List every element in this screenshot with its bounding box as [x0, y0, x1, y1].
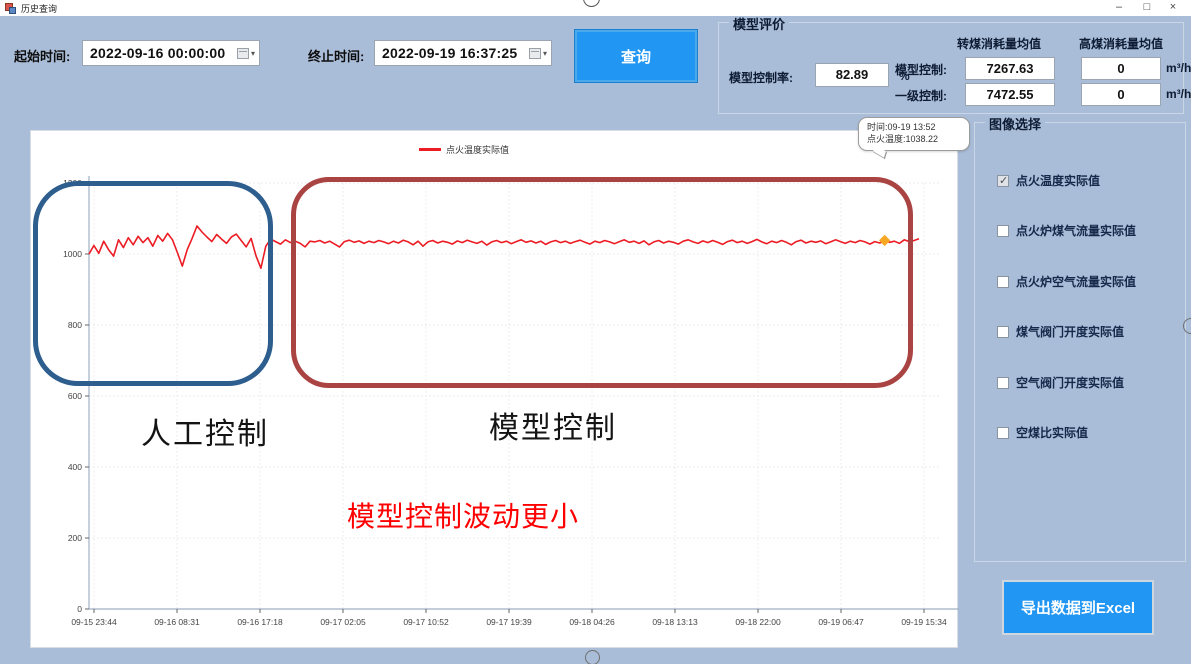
svg-text:200: 200 [68, 533, 82, 543]
model-control-annotation-label: 模型控制 [489, 412, 617, 445]
svg-text:600: 600 [68, 391, 82, 401]
image-select-title: 图像选择 [985, 114, 1046, 133]
temperature-chart-panel: 0 200 400 600 800 1000 1200 09-15 23:44 09-16 08… [30, 130, 966, 648]
datapoint-tooltip: 时间:09-19 13:52 点火温度:1038.22 [858, 117, 970, 151]
calendar-icon [236, 47, 249, 59]
chart-legend: 点火温度实际值 [419, 143, 509, 156]
model-control-highcoal-field[interactable]: 0 [1081, 57, 1161, 80]
start-time-input[interactable]: 2022-09-16 00:00:00 ▾ [82, 40, 260, 66]
window-title: 历史查询 [21, 4, 58, 14]
option-gas-valve[interactable]: 煤气阀门开度实际值 [997, 323, 1124, 340]
export-excel-button[interactable]: 导出数据到Excel [1002, 580, 1154, 635]
option-gas-flow[interactable]: 点火炉煤气流量实际值 [997, 222, 1136, 239]
overlay-circle-artifact [585, 650, 600, 664]
svg-text:09-16 08:31: 09-16 08:31 [154, 617, 200, 627]
tooltip-value: 点火温度:1038.22 [867, 134, 939, 144]
col-header-highcoal: 高煤消耗量均值 [1079, 37, 1164, 51]
row1-unit: m³/h [1166, 61, 1191, 75]
main-surface: 起始时间: 2022-09-16 00:00:00 ▾ 终止时间: 2022-0… [0, 14, 1191, 664]
svg-text:09-17 02:05: 09-17 02:05 [320, 617, 366, 627]
end-time-value: 2022-09-19 16:37:25 [382, 45, 518, 61]
svg-text:09-18 04:26: 09-18 04:26 [569, 617, 615, 627]
app-icon [5, 3, 16, 14]
svg-text:09-17 19:39: 09-17 19:39 [486, 617, 532, 627]
svg-text:09-18 13:13: 09-18 13:13 [652, 617, 698, 627]
legend-line-swatch [419, 148, 441, 151]
checkbox-icon[interactable] [997, 224, 1009, 237]
control-rate-unit: % [899, 69, 910, 83]
manual-control-annotation-label: 人工控制 [141, 418, 269, 451]
model-control-label: 模型控制: [895, 63, 947, 77]
control-rate-field[interactable]: 82.89 [815, 63, 889, 87]
row2-unit: m³/h [1166, 87, 1191, 101]
end-time-input[interactable]: 2022-09-19 16:37:25 ▾ [374, 40, 552, 66]
legend-label: 点火温度实际值 [446, 145, 510, 155]
fluctuation-note: 模型控制波动更小 [347, 501, 580, 532]
checkbox-icon[interactable] [997, 376, 1009, 389]
maximize-button[interactable]: □ [1143, 1, 1151, 13]
minimize-button[interactable]: – [1115, 1, 1123, 13]
svg-text:09-19 06:47: 09-19 06:47 [818, 617, 864, 627]
calendar-icon [528, 47, 541, 59]
model-evaluation-title: 模型评价 [729, 14, 790, 33]
chevron-down-icon: ▾ [542, 48, 547, 58]
svg-text:09-17 10:52: 09-17 10:52 [403, 617, 449, 627]
start-time-value: 2022-09-16 00:00:00 [90, 45, 226, 61]
control-rate-label: 模型控制率: [729, 71, 793, 85]
checkbox-icon[interactable] [997, 325, 1009, 338]
level1-control-highcoal-field[interactable]: 0 [1081, 83, 1161, 106]
end-time-label: 终止时间: [308, 49, 365, 64]
svg-text:09-15 23:44: 09-15 23:44 [71, 617, 117, 627]
manual-control-annotation-box [33, 181, 273, 386]
option-air-valve[interactable]: 空气阀门开度实际值 [997, 374, 1124, 391]
checkbox-icon[interactable] [997, 174, 1009, 187]
svg-text:0: 0 [77, 604, 82, 614]
chevron-down-icon: ▾ [250, 48, 255, 58]
model-evaluation-groupbox: 模型评价 模型控制率: 82.89 % 转煤消耗量均值 高煤消耗量均值 模型控制… [718, 14, 1191, 114]
option-air-coal-ratio[interactable]: 空煤比实际值 [997, 424, 1088, 441]
option-ignition-temperature[interactable]: 点火温度实际值 [997, 172, 1100, 189]
option-air-flow[interactable]: 点火炉空气流量实际值 [997, 273, 1136, 290]
image-select-groupbox: 图像选择 点火温度实际值 点火炉煤气流量实际值 点火炉空气流量实际值 煤气阀门开… [974, 114, 1186, 562]
close-button[interactable]: × [1169, 1, 1177, 13]
model-control-coal-field[interactable]: 7267.63 [965, 57, 1055, 80]
svg-text:09-16 17:18: 09-16 17:18 [237, 617, 283, 627]
tooltip-time: 时间:09-19 13:52 [867, 122, 936, 132]
level1-control-label: 一级控制: [895, 89, 947, 103]
svg-text:1000: 1000 [63, 249, 82, 259]
col-header-coal: 转煤消耗量均值 [957, 37, 1042, 51]
svg-text:09-19 15:34: 09-19 15:34 [901, 617, 947, 627]
model-control-annotation-box [291, 177, 913, 388]
checkbox-icon[interactable] [997, 275, 1009, 288]
query-button[interactable]: 查询 [574, 29, 698, 83]
level1-control-coal-field[interactable]: 7472.55 [965, 83, 1055, 106]
svg-text:400: 400 [68, 462, 82, 472]
checkbox-icon[interactable] [997, 426, 1009, 439]
svg-text:09-18 22:00: 09-18 22:00 [735, 617, 781, 627]
start-time-label: 起始时间: [14, 49, 71, 64]
svg-text:800: 800 [68, 320, 82, 330]
title-bar: 历史查询 – □ × [0, 0, 1191, 16]
